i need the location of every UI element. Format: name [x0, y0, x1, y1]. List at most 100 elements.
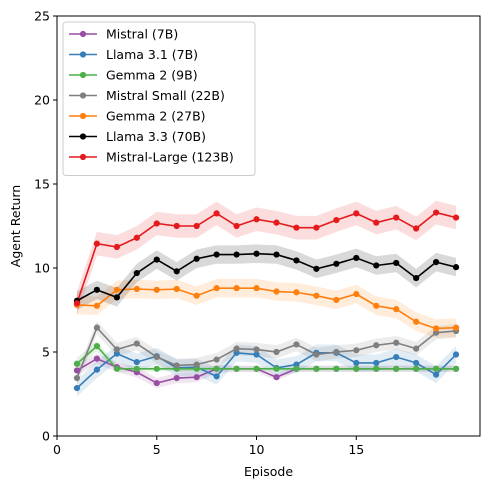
confidence-band-5 [76, 244, 457, 310]
legend-marker-2 [79, 71, 87, 79]
y-axis-label: Agent Return [8, 185, 23, 267]
data-point-4-8 [233, 285, 240, 292]
y-tick-label: 15 [34, 177, 50, 192]
data-point-6-4 [153, 220, 160, 227]
data-point-2-14 [353, 365, 360, 372]
data-point-6-12 [313, 224, 320, 231]
data-point-5-3 [133, 269, 140, 277]
x-tick-label: 0 [53, 442, 61, 457]
data-point-5-10 [273, 251, 280, 258]
data-point-5-1 [93, 286, 101, 293]
data-point-3-5 [173, 362, 180, 369]
data-point-2-12 [313, 365, 320, 372]
data-point-6-8 [233, 222, 240, 230]
data-point-4-2 [113, 286, 120, 293]
data-point-2-8 [233, 365, 240, 372]
data-point-2-18 [433, 365, 440, 372]
series-line-4 [76, 287, 457, 330]
y-tick-label: 25 [34, 9, 50, 24]
series-line-2 [76, 344, 457, 370]
data-point-6-9 [253, 216, 260, 223]
data-point-1-18 [433, 371, 440, 378]
data-point-6-17 [413, 225, 420, 232]
data-point-1-15 [373, 359, 380, 367]
data-point-4-15 [373, 302, 380, 309]
data-point-6-14 [353, 210, 360, 217]
legend-marker-5 [79, 133, 87, 140]
data-point-5-4 [153, 256, 160, 263]
data-point-2-13 [333, 365, 340, 372]
confidence-band-1 [76, 344, 457, 397]
data-point-5-9 [253, 250, 260, 257]
data-point-4-9 [253, 285, 260, 292]
data-point-6-10 [273, 219, 280, 226]
data-point-0-4 [153, 379, 160, 387]
x-axis-ticks: 0 5 10 15 [53, 436, 364, 457]
data-point-2-15 [373, 365, 380, 372]
data-point-4-17 [413, 318, 420, 325]
legend-label-3: Mistral Small (22B) [106, 88, 225, 103]
data-point-1-19 [452, 351, 460, 358]
data-point-2-10 [273, 365, 280, 372]
series-lines [76, 211, 457, 389]
data-point-5-18 [433, 259, 440, 266]
data-point-6-5 [173, 222, 180, 230]
data-point-1-0 [73, 385, 81, 392]
data-point-2-16 [393, 365, 400, 372]
data-point-1-3 [133, 358, 140, 366]
data-point-3-12 [313, 351, 320, 358]
confidence-bands [76, 200, 457, 397]
data-point-1-14 [353, 359, 360, 367]
data-point-5-11 [293, 257, 300, 264]
x-tick-label: 10 [249, 442, 265, 457]
data-point-2-19 [452, 365, 460, 372]
data-point-5-2 [113, 294, 120, 301]
data-point-5-19 [452, 264, 460, 271]
legend-label-5: Llama 3.3 (70B) [106, 129, 206, 144]
data-point-3-7 [213, 356, 220, 363]
data-point-4-4 [153, 286, 160, 293]
data-point-6-13 [333, 217, 340, 224]
data-point-3-8 [233, 345, 240, 352]
legend-box [62, 21, 256, 176]
data-point-4-14 [353, 290, 360, 298]
legend-label-0: Mistral (7B) [106, 27, 178, 42]
data-point-3-15 [373, 342, 380, 349]
data-point-0-0 [73, 367, 81, 374]
series-line-6 [76, 211, 457, 304]
data-point-4-3 [133, 285, 140, 293]
confidence-band-4 [76, 278, 457, 338]
data-point-5-8 [233, 251, 240, 258]
data-point-3-2 [113, 346, 120, 353]
x-axis-label: Episode [244, 464, 293, 479]
data-point-4-1 [93, 302, 101, 309]
data-point-4-18 [433, 325, 440, 332]
data-point-2-3 [133, 365, 140, 372]
data-point-6-6 [193, 222, 200, 230]
data-point-4-5 [173, 285, 180, 293]
data-point-3-17 [413, 345, 420, 352]
data-point-6-18 [433, 209, 440, 216]
series-line-1 [76, 352, 457, 389]
legend-label-1: Llama 3.1 (7B) [106, 47, 198, 62]
data-point-2-17 [413, 365, 420, 372]
plot-frame [56, 15, 481, 437]
data-point-6-2 [113, 243, 120, 251]
data-point-5-12 [313, 265, 320, 272]
legend-marker-4 [79, 112, 87, 120]
data-point-3-3 [133, 340, 140, 347]
data-point-1-9 [253, 351, 260, 358]
data-point-6-7 [213, 210, 220, 217]
data-point-5-7 [213, 251, 220, 258]
data-point-4-13 [333, 296, 340, 304]
series-line-5 [76, 252, 457, 302]
data-point-5-14 [353, 254, 360, 262]
series-line-3 [76, 326, 457, 379]
data-point-1-7 [213, 373, 220, 380]
x-tick-label: 15 [348, 442, 364, 457]
legend-label-4: Gemma 2 (27B) [106, 109, 206, 124]
data-point-5-5 [173, 268, 180, 275]
y-tick-label: 10 [34, 261, 50, 276]
legend: Mistral (7B) Llama 3.1 (7B) Gemma 2 (9B) Mi… [62, 21, 256, 176]
